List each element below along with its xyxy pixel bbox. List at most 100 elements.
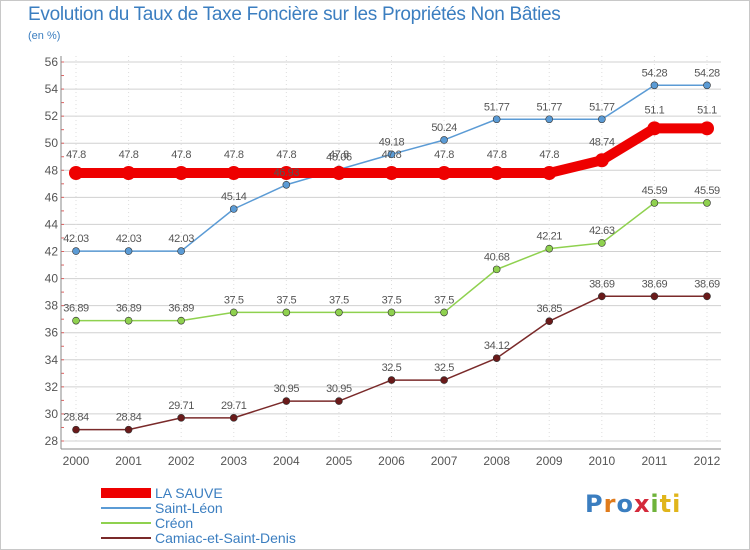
y-tick-label: 52: [45, 109, 59, 123]
data-label: 37.5: [276, 294, 296, 306]
legend-item: Camiac-et-Saint-Denis: [101, 530, 361, 546]
data-label: 36.89: [116, 303, 142, 315]
data-label: 29.71: [221, 400, 247, 412]
x-tick-label: 2002: [168, 454, 195, 468]
data-label: 46.93: [274, 167, 300, 179]
data-label: 42.63: [589, 225, 615, 237]
data-point: [174, 165, 189, 180]
data-point: [440, 376, 448, 384]
data-point: [335, 308, 343, 317]
data-point: [594, 153, 609, 168]
x-tick-label: 2000: [63, 454, 90, 468]
data-label: 32.5: [434, 362, 454, 374]
data-point: [542, 165, 557, 180]
data-point: [177, 414, 185, 422]
data-point: [545, 317, 554, 326]
data-label: 47.8: [66, 149, 86, 161]
data-label: 38.69: [642, 278, 668, 290]
data-point: [226, 165, 241, 180]
data-point: [177, 316, 185, 325]
data-label: 47.8: [224, 149, 244, 161]
data-label: 47.8: [539, 149, 559, 161]
data-point: [335, 397, 343, 405]
x-tick-label: 2004: [273, 454, 300, 468]
legend-item: LA SAUVE: [101, 485, 361, 501]
data-label: 45.14: [221, 191, 247, 203]
data-label: 50.24: [431, 122, 457, 134]
legend-label: Saint-Léon: [155, 500, 223, 516]
data-label: 37.5: [224, 294, 244, 306]
chart-unit-label: (en %): [28, 30, 61, 42]
data-point: [650, 81, 659, 90]
data-point: [124, 247, 133, 255]
data-point: [282, 397, 291, 405]
data-point: [492, 265, 501, 274]
data-point: [703, 292, 711, 301]
x-tick-label: 2003: [220, 454, 247, 468]
data-point: [282, 308, 291, 317]
x-tick-label: 2005: [326, 454, 353, 468]
data-label: 54.28: [642, 67, 668, 79]
y-tick-label: 32: [45, 380, 59, 394]
data-point: [647, 121, 662, 136]
data-point: [440, 136, 448, 144]
y-tick-label: 34: [45, 353, 59, 367]
legend-swatch: [101, 537, 151, 539]
data-point: [703, 199, 711, 207]
data-point: [598, 115, 606, 124]
data-label: 36.89: [63, 303, 89, 315]
data-point: [492, 354, 501, 362]
data-label: 40.68: [484, 251, 510, 263]
data-point: [440, 308, 448, 317]
y-tick-label: 42: [45, 245, 59, 259]
data-point: [387, 308, 396, 317]
x-tick-label: 2001: [115, 454, 142, 468]
data-point: [229, 308, 238, 317]
data-label: 47.8: [276, 149, 296, 161]
x-tick-label: 2012: [694, 454, 721, 468]
data-point: [489, 165, 504, 180]
data-label: 51.77: [484, 101, 510, 113]
data-point: [700, 121, 714, 136]
data-label: 42.03: [168, 233, 194, 245]
data-label: 47.8: [119, 149, 139, 161]
legend-swatch: [101, 507, 151, 509]
data-label: 49.18: [379, 136, 405, 148]
data-label: 36.85: [536, 303, 562, 315]
chart-title: Evolution du Taux de Taxe Foncière sur l…: [28, 4, 561, 25]
x-tick-label: 2010: [588, 454, 615, 468]
data-label: 45.59: [642, 185, 668, 197]
data-label: 29.71: [168, 400, 194, 412]
y-tick-label: 36: [45, 326, 59, 340]
data-label: 42.03: [63, 233, 89, 245]
data-point: [124, 425, 133, 434]
x-tick-label: 2008: [483, 454, 510, 468]
data-point: [703, 81, 711, 90]
data-point: [282, 180, 291, 189]
x-tick-label: 2011: [642, 454, 668, 468]
data-label: 47.8: [434, 149, 454, 161]
data-label: 47.8: [329, 149, 349, 161]
data-point: [437, 165, 452, 180]
y-tick-label: 50: [45, 136, 59, 150]
data-label: 28.84: [116, 412, 142, 424]
legend-label: Camiac-et-Saint-Denis: [155, 530, 296, 546]
y-tick-label: 40: [45, 272, 59, 286]
data-point: [545, 244, 554, 253]
data-label: 37.5: [382, 294, 402, 306]
data-point: [177, 247, 185, 255]
legend-label: Créon: [155, 515, 194, 531]
data-label: 38.69: [694, 278, 720, 290]
data-label: 30.95: [274, 383, 300, 395]
data-point: [121, 165, 136, 180]
data-label: 34.12: [484, 340, 510, 352]
x-tick-label: 2006: [378, 454, 405, 468]
data-point: [72, 425, 80, 434]
y-tick-label: 48: [45, 163, 59, 177]
legend-swatch: [101, 522, 151, 524]
data-label: 37.5: [329, 294, 349, 306]
legend-label: LA SAUVE: [155, 485, 223, 501]
data-label: 51.1: [697, 104, 717, 116]
data-label: 38.69: [589, 278, 615, 290]
